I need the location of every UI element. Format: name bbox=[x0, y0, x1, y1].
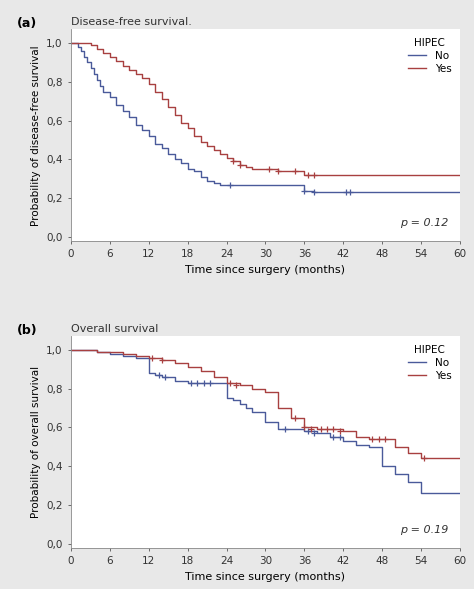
Text: (a): (a) bbox=[17, 16, 37, 30]
Text: Disease-free survival.: Disease-free survival. bbox=[71, 17, 192, 27]
Legend: No, Yes: No, Yes bbox=[404, 35, 455, 77]
X-axis label: Time since surgery (months): Time since surgery (months) bbox=[185, 265, 346, 275]
Text: p = 0.19: p = 0.19 bbox=[400, 525, 448, 535]
X-axis label: Time since surgery (months): Time since surgery (months) bbox=[185, 572, 346, 582]
Legend: No, Yes: No, Yes bbox=[404, 342, 455, 384]
Y-axis label: Probability of disease-free survival: Probability of disease-free survival bbox=[31, 45, 41, 226]
Text: Overall survival: Overall survival bbox=[71, 324, 158, 334]
Text: (b): (b) bbox=[17, 323, 37, 336]
Text: p = 0.12: p = 0.12 bbox=[400, 219, 448, 229]
Y-axis label: Probability of overall survival: Probability of overall survival bbox=[31, 366, 41, 518]
